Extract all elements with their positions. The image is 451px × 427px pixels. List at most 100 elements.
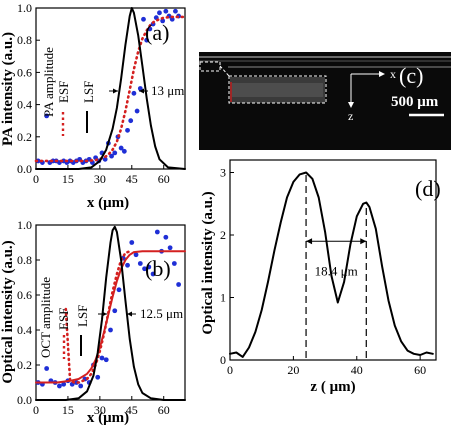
panel-b-oct-amplitude-point [171,261,177,266]
panel-a-pa-amplitude-point [163,8,169,14]
scale-bar-label: 500 μm [391,94,439,110]
panel-b-xtick-label: 60 [158,403,170,417]
oct-axis-arrows [348,71,385,108]
panel-a-xtick-label: 30 [94,172,106,186]
panel-b-oct-amplitude-point [108,327,113,333]
panel-a-legend-lsf: LSF [81,81,96,103]
panel-a-ytick-label: 0.8 [17,33,32,47]
panel-a-width-label: 13 μm [151,83,184,98]
panel-a-width-marker [109,88,148,94]
panel-b-oct-amplitude-point [44,366,50,371]
panel-b-oct-amplitude-point [112,308,118,314]
panel-b-ytick-label: 0.4 [17,323,32,337]
panel-b-width-marker [98,311,136,317]
panel-a-xtick-label: 45 [126,172,138,186]
panel-a-ytick-label: 0.4 [17,98,32,112]
panel-b-oct-amplitude-point [167,245,173,251]
panel-b-oct-amplitude-point [150,271,156,277]
panel-a-plot [34,7,187,170]
panel-d-ytick-label: 1 [220,291,226,305]
panel-b-label: (b) [145,256,171,281]
panel-b-oct-amplitude-point [125,262,130,268]
panel-b-legend-esf: ESF [56,308,71,330]
oct-axis-z-label: z [348,109,353,123]
panel-d-ytick-label: 3 [220,166,226,180]
panel-a-pa-amplitude-point [121,148,127,154]
panel-b-esf-fit-line [35,250,186,384]
panel-b-oct-amplitude-point [137,261,143,266]
panel-a-pa-amplitude-point [118,145,124,151]
panel-d-xtick-label: 40 [351,363,363,377]
panel-a-legend-esf: ESF [56,81,71,103]
panel-d-label: (d) [415,176,441,201]
panel-b-ylabel: Optical intensity (a.u.) [0,240,16,383]
panel-b-oct-amplitude-point [146,264,152,270]
panel-b-ytick-label: 1.0 [17,218,32,232]
oct-roi-box-large [228,75,327,104]
panel-a-pa-amplitude-point [169,16,175,22]
panel-d-xtick-label: 0 [227,363,233,377]
panel-b-xtick-label: 15 [62,403,74,417]
panel-b-oct-amplitude-point [99,355,105,361]
panel-c-label: (c) [399,63,423,88]
panel-a-ytick-label: 0.0 [17,162,32,176]
panel-b-ticks: 0 15 30 45 60 0.0 0.2 0.4 0.6 0.8 1.0 [17,218,170,417]
panel-a-ytick-label: 1.0 [17,1,32,15]
panel-b-xtick-label: 0 [33,403,39,417]
panel-b-oct-amplitude-point [103,357,109,363]
oct-channel-texture [232,83,323,97]
panel-b-oct-amplitude-point [154,229,160,235]
panel-d-xtick-label: 60 [414,363,426,377]
panel-d-ytick-label: 0 [220,353,226,367]
panel-a-pa-amplitude-point [102,156,108,162]
panel-d-ytick-label: 2 [220,228,226,242]
panel-a-pa-amplitude-point [137,86,143,91]
panel-b-plot [35,225,186,401]
panel-a-pa-amplitude-point [141,16,146,22]
panel-a-ylabel: PA intensity (a.u.) [0,32,16,146]
panel-a-pa-amplitude-point [144,37,150,43]
panel-b-ytick-label: 0.2 [17,358,32,372]
panel-b-oct-amplitude-point [95,374,101,380]
panel-b-lsf-line [35,225,186,401]
panel-b-oct-amplitude-point [176,282,182,287]
panel-a-pa-amplitude-point [109,153,114,159]
panel-d-xtick-label: 20 [287,363,299,377]
panel-d-profile-line [229,171,434,358]
panel-d-xlabel: z ( μm) [310,379,355,395]
panel-b-oct-amplitude-point [57,383,62,389]
panel-b-oct-amplitude-point [78,383,84,389]
panel-a-pa-amplitude-point [160,18,166,24]
panel-a-esf-line [34,15,187,163]
panel-d: 0 20 40 60 0 1 2 3 (d) 18.4 μm Optical intensit… [200,159,441,395]
panel-a-pa-amplitude-point [157,10,162,16]
panel-b-oct-amplitude-point [133,252,139,258]
panel-a-pa-amplitude-point [128,118,134,124]
oct-roi-connector [219,65,230,77]
panel-d-separation-label: 18.4 μm [315,264,358,279]
panel-b-ytick-label: 0.8 [17,253,32,267]
panel-b-xtick-label: 45 [126,403,138,417]
panel-a-pa-amplitude-point [112,150,118,156]
panel-b-oct-amplitude-point [163,234,169,240]
panel-a-pa-amplitude-point [147,26,153,32]
panel-b: 0 15 30 45 60 0.0 0.2 0.4 0.6 0.8 1.0 (b) OCT ampl… [0,218,186,426]
panel-b-xtick-label: 30 [94,403,106,417]
panel-a-pa-amplitude-point [125,127,130,133]
panel-b-width-label: 12.5 μm [140,306,183,321]
panel-a-xtick-label: 0 [33,172,39,186]
oct-roi-box-small [199,61,221,72]
panel-a-pa-amplitude-point [134,108,140,114]
panel-a-xtick-label: 60 [158,172,170,186]
panel-a-xlabel: x (μm) [87,195,129,211]
panel-b-oct-amplitude-point [142,266,147,272]
panel-a-ytick-label: 0.6 [17,65,32,79]
panel-d-plot [229,171,434,358]
panel-b-legend-lsf: LSF [75,305,90,327]
panel-b-oct-amplitude-point [116,287,122,293]
panel-a-legend-amplitude: PA amplitude [41,47,56,117]
panel-a-xtick-label: 15 [62,172,74,186]
panel-b-oct-amplitude-point [129,240,135,245]
panel-a-ytick-label: 0.2 [17,130,32,144]
